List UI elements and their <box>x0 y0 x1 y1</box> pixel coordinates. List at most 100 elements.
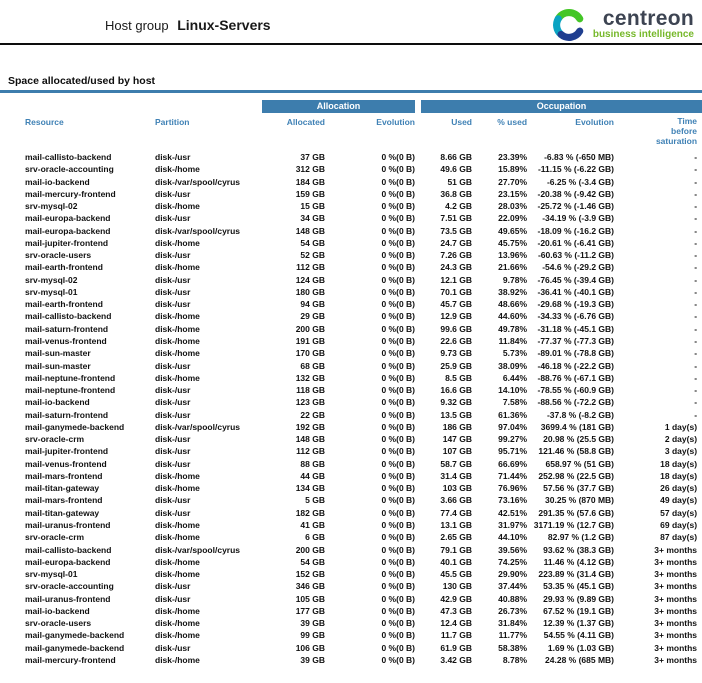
cell-alloc-evolution: 0 %(0 B) <box>381 654 416 665</box>
logo-brand: centreon <box>602 6 694 30</box>
cell-alloc-evolution: 0 %(0 B) <box>381 434 416 445</box>
cell-resource: mail-uranus-frontend <box>25 519 111 530</box>
cell-time: 3+ months <box>654 593 698 604</box>
cell-alloc-evolution: 0 %(0 B) <box>381 519 416 530</box>
cell-resource: mail-earth-frontend <box>25 299 103 310</box>
cell-alloc-evolution: 0 %(0 B) <box>381 605 416 616</box>
cell-allocated: 94 GB <box>300 299 325 310</box>
cell-time: - <box>694 262 698 273</box>
cell-pct-used: 39.56% <box>498 544 528 555</box>
cell-resource: mail-ganymede-backend <box>25 630 125 641</box>
cell-allocated: 44 GB <box>300 470 325 481</box>
cell-occ-evolution: 252.98 % (22.5 GB) <box>538 470 615 481</box>
cell-time: - <box>694 213 698 224</box>
cell-occ-evolution: -89.01 % (-78.8 GB) <box>537 348 615 359</box>
allocation-header-bar: Allocation <box>262 100 416 113</box>
cell-time: - <box>694 274 698 285</box>
cell-allocated: 41 GB <box>300 519 325 530</box>
cell-partition: disk-/home <box>155 630 200 641</box>
cell-used: 36.8 GB <box>440 188 473 199</box>
cell-allocated: 134 GB <box>295 483 325 494</box>
cell-allocated: 54 GB <box>300 556 325 567</box>
cell-occ-evolution: -88.76 % (-67.1 GB) <box>537 372 615 383</box>
table-row: mail-uranus-frontend disk-/usr 105 GB 0 %(0… <box>0 593 702 605</box>
cell-alloc-evolution: 0 %(0 B) <box>381 556 416 567</box>
cell-occ-evolution: 1.69 % (1.03 GB) <box>547 642 615 653</box>
cell-time: 3+ months <box>654 618 698 629</box>
cell-resource: mail-jupiter-frontend <box>25 237 109 248</box>
cell-partition: disk-/usr <box>155 446 191 457</box>
cell-alloc-evolution: 0 %(0 B) <box>381 397 416 408</box>
cell-time: 49 day(s) <box>660 495 698 506</box>
table-row: mail-mercury-frontend disk-/usr 159 GB 0 %(… <box>0 188 702 200</box>
table-row: mail-sun-master disk-/usr 68 GB 0 %(0 B) 25.… <box>0 360 702 372</box>
cell-pct-used: 14.10% <box>498 385 528 396</box>
cell-occ-evolution: 20.98 % (25.5 GB) <box>543 434 615 445</box>
cell-resource: mail-ganymede-backend <box>25 421 125 432</box>
cell-resource: mail-venus-frontend <box>25 458 107 469</box>
cell-resource: mail-io-backend <box>25 176 90 187</box>
cell-alloc-evolution: 0 %(0 B) <box>381 421 416 432</box>
cell-alloc-evolution: 0 %(0 B) <box>381 164 416 175</box>
cell-time: - <box>694 152 698 162</box>
table-row: mail-callisto-backend disk-/var/spool/cyr… <box>0 544 702 556</box>
column-header-allocated: Allocated <box>286 117 325 127</box>
cell-occ-evolution: -54.6 % (-29.2 GB) <box>542 262 615 273</box>
cell-pct-used: 29.90% <box>498 569 528 580</box>
cell-resource: srv-mysql-02 <box>25 274 78 285</box>
cell-allocated: 346 GB <box>295 581 325 592</box>
cell-alloc-evolution: 0 %(0 B) <box>381 409 416 420</box>
cell-occ-evolution: 291.35 % (57.6 GB) <box>538 507 615 518</box>
cell-pct-used: 74.25% <box>498 556 528 567</box>
table-row: mail-saturn-frontend disk-/usr 22 GB 0 %(0 … <box>0 409 702 421</box>
cell-time: - <box>694 225 698 236</box>
cell-alloc-evolution: 0 %(0 B) <box>381 446 416 457</box>
cell-pct-used: 38.92% <box>498 286 528 297</box>
cell-pct-used: 22.09% <box>498 213 528 224</box>
cell-occ-evolution: 57.56 % (37.7 GB) <box>543 483 615 494</box>
cell-alloc-evolution: 0 %(0 B) <box>381 581 416 592</box>
allocation-group-header: Allocation <box>262 100 417 113</box>
cell-pct-used: 49.65% <box>498 225 528 236</box>
cell-used: 61.9 GB <box>440 642 473 653</box>
table-row: mail-mars-frontend disk-/usr 5 GB 0 %(0 B) 3… <box>0 494 702 506</box>
cell-resource: mail-mars-frontend <box>25 495 103 506</box>
table-row: mail-io-backend disk-/home 177 GB 0 %(0 B) 4… <box>0 605 702 617</box>
cell-allocated: 312 GB <box>295 164 325 175</box>
cell-used: 12.9 GB <box>440 311 473 322</box>
cell-allocated: 105 GB <box>295 593 325 604</box>
cell-resource: mail-ganymede-backend <box>25 642 125 653</box>
table-row: srv-mysql-01 disk-/usr 180 GB 0 %(0 B) 70.1 … <box>0 286 702 298</box>
cell-used: 2.65 GB <box>440 532 473 543</box>
space-usage-table: Allocation Occupation Resource Partition… <box>0 100 702 666</box>
cell-occ-evolution: 93.62 % (38.3 GB) <box>543 544 615 555</box>
cell-used: 8.5 GB <box>445 372 473 383</box>
cell-alloc-evolution: 0 %(0 B) <box>381 213 416 224</box>
table-row: srv-mysql-02 disk-/usr 124 GB 0 %(0 B) 12.1 … <box>0 274 702 286</box>
cell-alloc-evolution: 0 %(0 B) <box>381 286 416 297</box>
cell-time: 26 day(s) <box>660 483 698 494</box>
cell-partition: disk-/var/spool/cyrus <box>155 544 241 555</box>
cell-occ-evolution: -78.55 % (-60.9 GB) <box>537 385 615 396</box>
cell-allocated: 192 GB <box>295 421 325 432</box>
cell-pct-used: 9.78% <box>502 274 528 285</box>
cell-alloc-evolution: 0 %(0 B) <box>381 237 416 248</box>
cell-resource: mail-mercury-frontend <box>25 188 116 199</box>
cell-used: 51 GB <box>447 176 473 187</box>
cell-pct-used: 97.04% <box>498 421 528 432</box>
table-row: srv-mysql-01 disk-/home 152 GB 0 %(0 B) 45.5… <box>0 568 702 580</box>
cell-pct-used: 11.84% <box>498 335 528 346</box>
table-row: mail-europa-backend disk-/var/spool/cyrus… <box>0 225 702 237</box>
cell-occ-evolution: 24.28 % (685 MB) <box>545 654 615 665</box>
cell-used: 58.7 GB <box>440 458 473 469</box>
cell-occ-evolution: 54.55 % (4.11 GB) <box>543 630 615 641</box>
cell-allocated: 112 GB <box>296 262 325 273</box>
cell-alloc-evolution: 0 %(0 B) <box>381 507 416 518</box>
cell-occ-evolution: 67.52 % (19.1 GB) <box>543 605 615 616</box>
cell-partition: disk-/usr <box>155 152 191 162</box>
cell-pct-used: 13.96% <box>498 250 528 261</box>
cell-partition: disk-/home <box>155 348 200 359</box>
cell-resource: mail-jupiter-frontend <box>25 446 109 457</box>
cell-pct-used: 15.89% <box>498 164 528 175</box>
cell-partition: disk-/usr <box>155 385 191 396</box>
